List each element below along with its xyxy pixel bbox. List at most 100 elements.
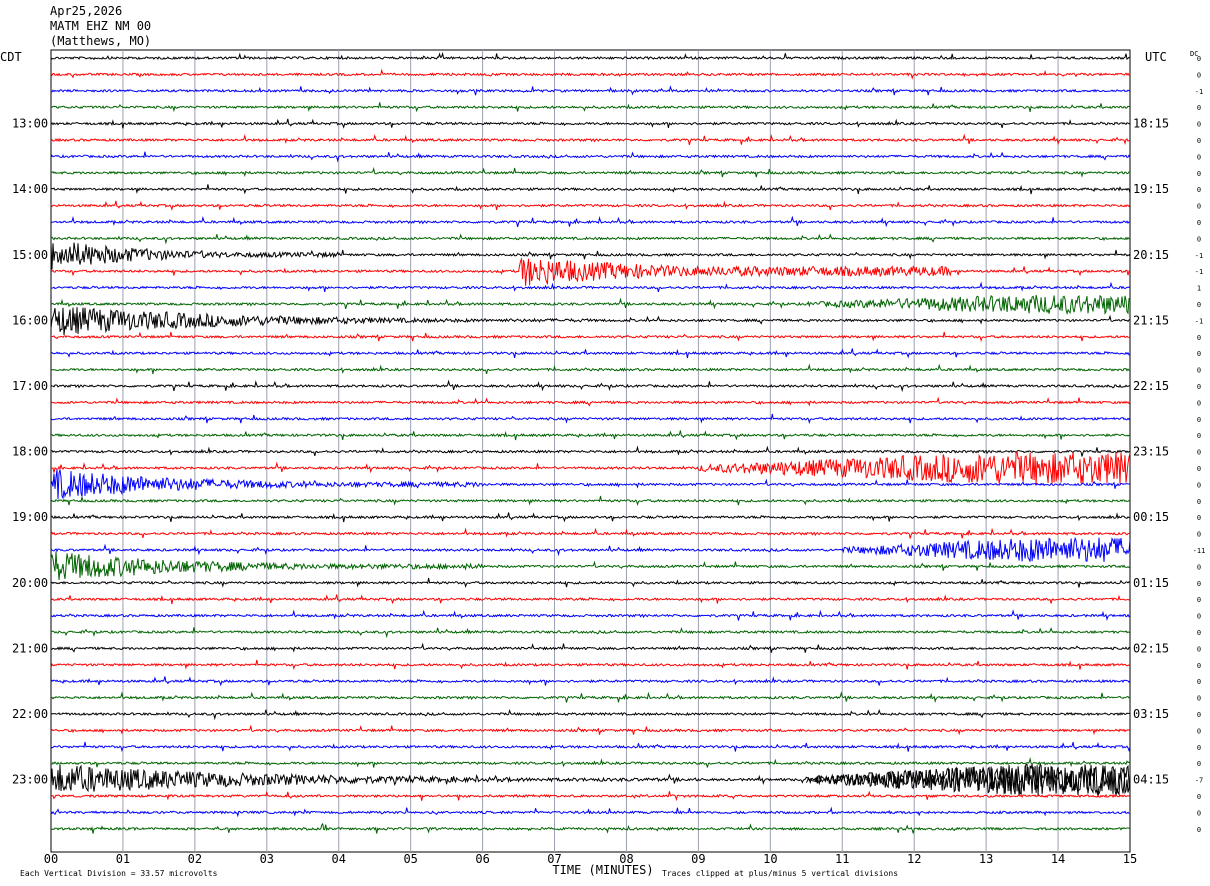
trace-line <box>50 757 1131 768</box>
trace-line <box>50 363 1130 375</box>
trace-line <box>51 166 1131 178</box>
dc-offset-label: -1 <box>1195 317 1203 325</box>
x-tick-label: 14 <box>1051 852 1065 866</box>
date-label: Apr25,2026 <box>50 4 123 18</box>
x-tick-label: 08 <box>619 852 633 866</box>
trace-line <box>50 577 1131 589</box>
trace-line <box>50 396 1131 407</box>
x-tick-label: 03 <box>260 852 274 866</box>
x-tick-label: 07 <box>547 852 561 866</box>
dc-offset-label: 0 <box>1197 809 1201 817</box>
dc-offset-label: 0 <box>1197 55 1201 63</box>
trace-line <box>50 200 1131 211</box>
station-label: MATM EHZ NM 00 <box>50 19 152 33</box>
trace-line <box>50 495 1131 507</box>
dc-offset-label: 0 <box>1197 580 1201 588</box>
trace-line <box>50 102 1130 113</box>
left-time-label: 17:00 <box>12 379 48 393</box>
left-time-label: 14:00 <box>12 182 48 196</box>
x-tick-label: 11 <box>835 852 849 866</box>
dc-offset-label: 0 <box>1197 514 1201 522</box>
dc-offset-label: 0 <box>1197 104 1201 112</box>
dc-offset-label: -1 <box>1195 88 1203 96</box>
trace-line <box>51 331 1131 343</box>
trace-line <box>50 536 1131 562</box>
right-time-label: 20:15 <box>1133 248 1169 262</box>
right-time-label: 00:15 <box>1133 510 1169 524</box>
scale-note: Each Vertical Division = 33.57 microvolt… <box>20 869 218 878</box>
x-tick-label: 04 <box>332 852 346 866</box>
x-tick-label: 05 <box>403 852 417 866</box>
dc-offset-label: 0 <box>1197 71 1201 79</box>
right-time-label: 04:15 <box>1133 773 1169 787</box>
dc-offset-label: 0 <box>1197 629 1201 637</box>
right-time-label: 03:15 <box>1133 707 1169 721</box>
x-tick-label: 13 <box>979 852 993 866</box>
trace-line <box>50 609 1131 622</box>
right-time-label: 21:15 <box>1133 313 1169 327</box>
trace-line <box>50 627 1131 639</box>
left-time-label: 22:00 <box>12 707 48 721</box>
dc-offset-label: 0 <box>1197 645 1201 653</box>
dc-offset-label: 0 <box>1197 662 1201 670</box>
trace-line <box>50 233 1131 245</box>
trace-line <box>50 51 1130 61</box>
dc-offset-label: 0 <box>1197 531 1201 539</box>
dc-offset-label: 0 <box>1197 596 1201 604</box>
trace-line <box>50 68 1131 80</box>
x-tick-label: 06 <box>475 852 489 866</box>
left-time-label: 20:00 <box>12 576 48 590</box>
dc-offset-label: -1 <box>1195 252 1203 260</box>
clip-note: Traces clipped at plus/minus 5 vertical … <box>662 869 898 878</box>
dc-offset-label: 0 <box>1197 563 1201 571</box>
dc-offset-label: 0 <box>1197 367 1201 375</box>
right-timezone-label: UTC <box>1145 50 1167 64</box>
dc-offset-label: 0 <box>1197 449 1201 457</box>
x-tick-label: 15 <box>1123 852 1137 866</box>
dc-offset-label: -1 <box>1195 268 1203 276</box>
dc-offset-label: 0 <box>1197 481 1201 489</box>
trace-line <box>50 307 1131 336</box>
dc-offset-label: 0 <box>1197 695 1201 703</box>
dc-offset-label: 0 <box>1197 383 1201 391</box>
dc-offset-label: 0 <box>1197 399 1201 407</box>
dc-offset-label: 0 <box>1197 727 1201 735</box>
dc-offset-label: 0 <box>1197 826 1201 834</box>
x-tick-label: 00 <box>44 852 58 866</box>
dc-offset-label: 0 <box>1197 170 1201 178</box>
dc-offset-label: 0 <box>1197 137 1201 145</box>
dc-offset-label: 0 <box>1197 793 1201 801</box>
dc-offset-label: 0 <box>1197 334 1201 342</box>
trace-line <box>50 151 1131 163</box>
trace-line <box>50 659 1131 671</box>
x-tick-label: 02 <box>188 852 202 866</box>
left-time-label: 18:00 <box>12 445 48 459</box>
dc-offset-label: 0 <box>1197 498 1201 506</box>
trace-line <box>50 348 1131 359</box>
trace-line <box>50 469 1131 500</box>
left-time-label: 15:00 <box>12 248 48 262</box>
dc-offset-label: 0 <box>1197 744 1201 752</box>
trace-line <box>50 512 1131 523</box>
dc-offset-label: 0 <box>1197 432 1201 440</box>
dc-offset-label: 0 <box>1197 760 1201 768</box>
trace-line <box>50 379 1131 393</box>
dc-offset-label: 0 <box>1197 678 1201 686</box>
trace-line <box>50 724 1131 736</box>
x-tick-label: 09 <box>691 852 705 866</box>
dc-header: DC <box>1190 50 1198 58</box>
trace-line <box>50 709 1131 721</box>
dc-offset-label: -11 <box>1193 547 1206 555</box>
right-time-label: 18:15 <box>1133 117 1169 131</box>
left-time-label: 16:00 <box>12 313 48 327</box>
trace-line <box>50 763 1131 797</box>
location-label: (Matthews, MO) <box>50 34 152 48</box>
x-tick-label: 12 <box>907 852 921 866</box>
trace-line <box>50 215 1131 228</box>
left-time-label: 13:00 <box>12 117 48 131</box>
trace-line <box>50 85 1131 96</box>
right-time-label: 23:15 <box>1133 445 1169 459</box>
trace-line <box>50 676 1131 687</box>
dc-offset-label: 0 <box>1197 153 1201 161</box>
